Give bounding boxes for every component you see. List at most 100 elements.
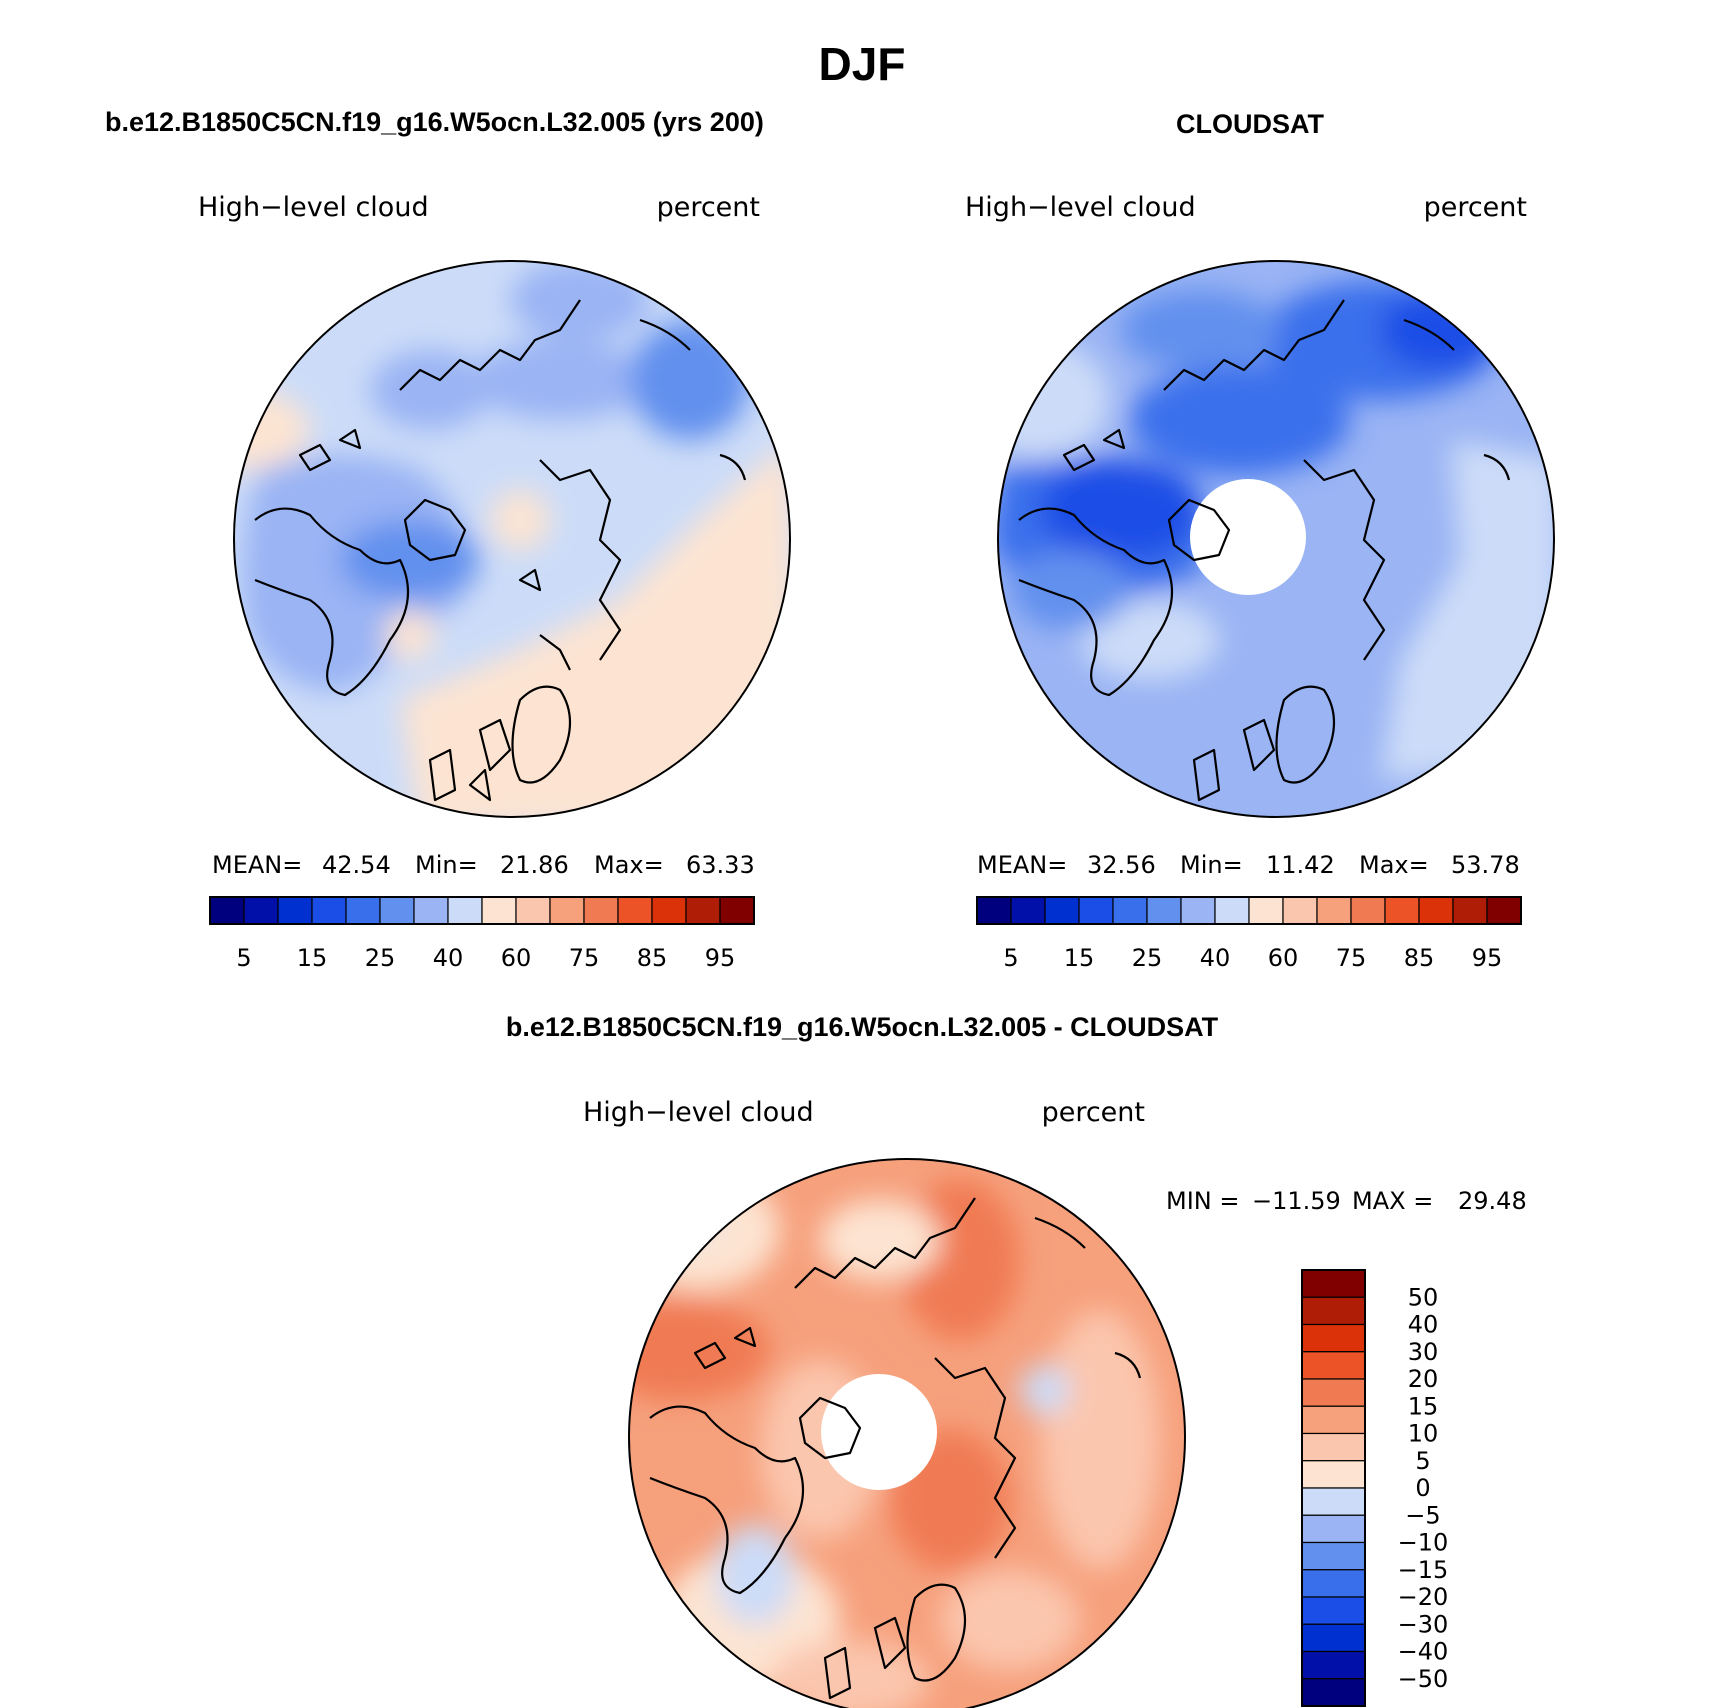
panel-diff-map (629, 1159, 1185, 1708)
panel-model-colorbar-swatch (345, 896, 381, 925)
panel-obs-max: 53.78 (1451, 851, 1520, 879)
panel-model-colorbar-swatch (379, 896, 415, 925)
panel-diff-colorbar-swatch (1301, 1269, 1366, 1298)
panel-obs-colorbar-tick-label: 5 (1003, 944, 1018, 972)
panel-model-colorbar-swatch (549, 896, 585, 925)
panel-obs-colorbar-swatch (1078, 896, 1114, 925)
panel-model-colorbar-swatch (481, 896, 517, 925)
panel-obs-colorbar-swatch (1418, 896, 1454, 925)
panel-model-left-string: High−level cloud (198, 192, 429, 223)
panel-obs-colorbar-swatch (1282, 896, 1318, 925)
panel-model-colorbar-swatch (651, 896, 687, 925)
panel-model-colorbar-tick-label: 75 (569, 944, 600, 972)
panel-diff-colorbar-tick-label: −20 (1398, 1583, 1449, 1611)
panel-obs-left-string: High−level cloud (965, 192, 1196, 223)
panel-diff-units: percent (1042, 1097, 1145, 1128)
panel-model-colorbar-swatch (243, 896, 279, 925)
panel-diff-colorbar-swatch (1301, 1296, 1366, 1326)
panel-model-max-label: Max= (594, 851, 664, 879)
panel-diff-colorbar-tick-label: 50 (1408, 1283, 1439, 1311)
panel-diff-colorbar-tick-label: −50 (1398, 1665, 1449, 1693)
panel-obs-colorbar-swatch (1350, 896, 1386, 925)
panel-diff-colorbar-swatch (1301, 1460, 1366, 1489)
panel-obs-colorbar-swatch (1248, 896, 1284, 925)
panel-obs-colorbar-swatch (1044, 896, 1080, 925)
panel-obs-map-border (997, 260, 1555, 818)
panel-obs-colorbar-tick-label: 95 (1472, 944, 1503, 972)
panel-obs-max-label: Max= (1359, 851, 1429, 879)
panel-obs-min-label: Min= (1180, 851, 1243, 879)
panel-diff-colorbar-swatch (1301, 1487, 1366, 1516)
panel-obs-colorbar-swatch (1384, 896, 1420, 925)
panel-model-colorbar-swatch (277, 896, 313, 925)
panel-diff-colorbar-tick-label: 5 (1415, 1447, 1430, 1475)
panel-model-colorbar-tick-label: 95 (705, 944, 736, 972)
panel-diff-colorbar-swatch (1301, 1405, 1366, 1435)
panel-diff-colorbar-tick-label: −30 (1398, 1610, 1449, 1638)
panel-diff-colorbar-tick-label: −10 (1398, 1529, 1449, 1557)
panel-obs-colorbar-tick-label: 75 (1336, 944, 1367, 972)
panel-obs-mean: 32.56 (1087, 851, 1156, 879)
panel-model-colorbar-swatch (413, 896, 449, 925)
panel-obs-map (998, 261, 1554, 817)
panel-diff-max: 29.48 (1458, 1187, 1527, 1215)
panel-diff-colorbar-swatch (1301, 1650, 1366, 1680)
panel-obs-colorbar-swatch (1486, 896, 1522, 925)
panel-diff-colorbar-swatch (1301, 1596, 1366, 1625)
panel-model-colorbar-swatch (311, 896, 347, 925)
panel-obs-title: CLOUDSAT (1176, 109, 1324, 139)
panel-obs-colorbar-tick-label: 25 (1132, 944, 1163, 972)
panel-diff-colorbar-tick-label: −15 (1398, 1556, 1449, 1584)
panel-model-colorbar-swatch (719, 896, 755, 925)
panel-model-colorbar: 5 15 25 40 60 75 85 95 (209, 896, 755, 972)
panel-diff-map-border (628, 1158, 1186, 1708)
panel-obs-colorbar-tick-label: 15 (1064, 944, 1095, 972)
panel-model-map-border (233, 260, 791, 818)
panel-diff-min: −11.59 (1252, 1187, 1341, 1215)
panel-diff-colorbar-tick-label: −5 (1405, 1501, 1440, 1529)
panel-diff-left-string: High−level cloud (583, 1097, 814, 1128)
panel-model-colorbar-tick-label: 85 (637, 944, 668, 972)
panel-model-colorbar-tick-label: 60 (501, 944, 532, 972)
panel-diff-colorbar-tick-label: 30 (1408, 1338, 1439, 1366)
panel-diff-colorbar-swatch (1301, 1323, 1366, 1353)
panel-model-mean: 42.54 (322, 851, 391, 879)
panel-obs-colorbar-tick-label: 85 (1404, 944, 1435, 972)
panel-model-max: 63.33 (686, 851, 755, 879)
panel-diff-colorbar-swatch (1301, 1378, 1366, 1407)
panel-obs-colorbar-frame (976, 896, 1522, 925)
panel-obs-min: 11.42 (1266, 851, 1335, 879)
panel-model-min-label: Min= (415, 851, 478, 879)
panel-diff-max-label: MAX = (1352, 1187, 1433, 1215)
panel-model-colorbar-tick-label: 40 (433, 944, 464, 972)
panel-diff-colorbar-swatch (1301, 1623, 1366, 1653)
panel-obs-colorbar-swatch (1010, 896, 1046, 925)
panel-diff-colorbar-tick-label: −40 (1398, 1638, 1449, 1666)
panel-obs-colorbar-swatch (1180, 896, 1216, 925)
panel-diff-colorbar-frame (1301, 1269, 1366, 1707)
panel-diff-title: b.e12.B1850C5CN.f19_g16.W5ocn.L32.005 - … (506, 1012, 1219, 1042)
panel-model-colorbar-tick-label: 15 (297, 944, 328, 972)
panel-obs-colorbar-swatch (1146, 896, 1182, 925)
panel-model-colorbar-tick-label: 5 (236, 944, 251, 972)
panel-obs-mean-label: MEAN= (977, 851, 1067, 879)
panel-diff-min-label: MIN = (1166, 1187, 1239, 1215)
panel-obs-colorbar-tick-label: 60 (1268, 944, 1299, 972)
panel-model-colorbar-swatch (447, 896, 483, 925)
panel-diff-colorbar-tick-label: 15 (1408, 1392, 1439, 1420)
panel-obs-units: percent (1424, 192, 1527, 223)
panel-obs-colorbar-swatch (976, 896, 1012, 925)
panel-model-title: b.e12.B1850C5CN.f19_g16.W5ocn.L32.005 (y… (105, 107, 764, 137)
panel-diff-colorbar-tick-label: 40 (1408, 1311, 1439, 1339)
panel-diff-colorbar-swatch (1301, 1432, 1366, 1462)
panel-obs-colorbar-tick-label: 40 (1200, 944, 1231, 972)
panel-model-colorbar-swatch (583, 896, 619, 925)
panel-diff-colorbar-tick-label: 10 (1408, 1420, 1439, 1448)
panel-model-colorbar-frame (209, 896, 755, 925)
panel-obs-colorbar-swatch (1452, 896, 1488, 925)
panel-model-units: percent (657, 192, 760, 223)
panel-diff-colorbar-tick-label: 20 (1408, 1365, 1439, 1393)
panel-diff-colorbar-swatch (1301, 1351, 1366, 1380)
